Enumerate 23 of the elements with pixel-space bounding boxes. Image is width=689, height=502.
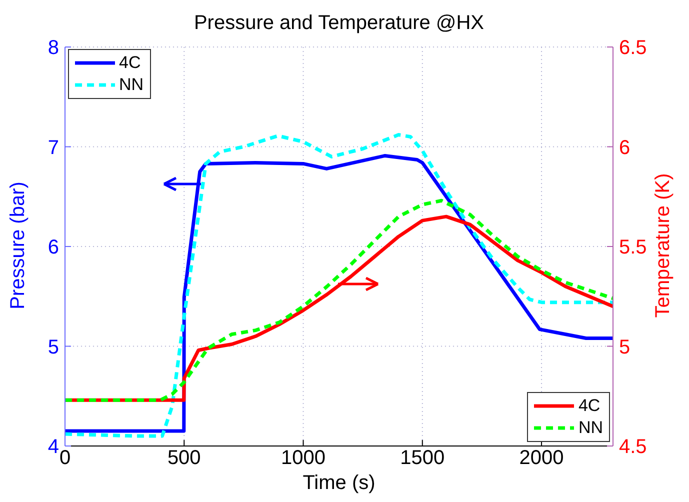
- y2-tick-label: 6.5: [619, 37, 647, 60]
- legend-label: 4C: [119, 53, 141, 73]
- y-axis-title: Pressure (bar): [6, 180, 30, 311]
- y2-tick-label: 6: [619, 136, 630, 159]
- y-tick-label: 6: [48, 236, 59, 259]
- x-tick-label: 2000: [519, 447, 564, 470]
- x-axis-title: Time (s): [302, 472, 376, 495]
- legend-label: NN: [119, 75, 144, 95]
- y2-tick-label: 5: [619, 336, 630, 358]
- x-tick-label: 500: [167, 447, 201, 470]
- x-tick-label: 0: [59, 447, 71, 470]
- x-tick-label: 1000: [281, 447, 326, 470]
- y2-axis-title: Temperature (K): [652, 172, 674, 320]
- y-tick-label: 4: [48, 436, 59, 458]
- y-tick-label: 7: [48, 136, 59, 159]
- y2-tick-label: 4.5: [619, 436, 647, 458]
- y-tick-label: 5: [48, 336, 59, 358]
- y-tick-label: 8: [48, 37, 59, 60]
- legend-label: 4C: [578, 396, 600, 416]
- x-tick-label: 1500: [400, 447, 445, 470]
- legend-label: NN: [578, 418, 603, 438]
- y2-tick-label: 5.5: [619, 236, 647, 259]
- chart-title: Pressure and Temperature @HX: [192, 12, 486, 35]
